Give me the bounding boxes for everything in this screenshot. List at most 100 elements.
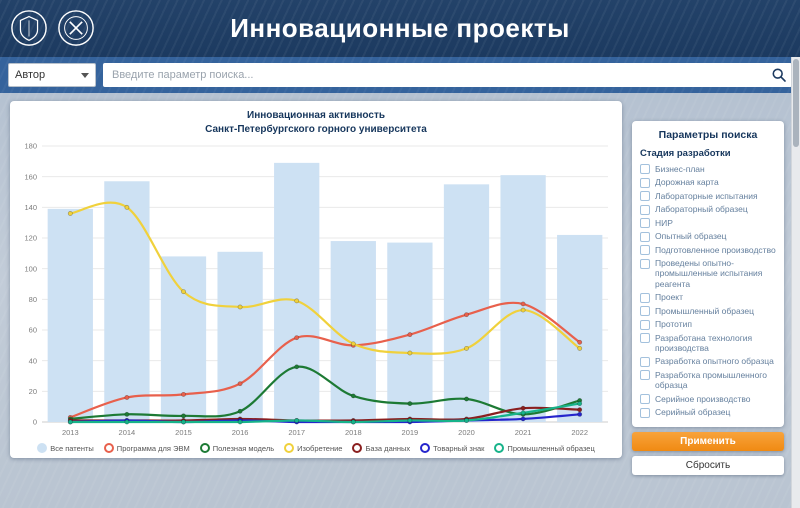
svg-text:180: 180 [24,142,37,151]
vertical-scrollbar[interactable] [791,57,800,508]
svg-text:120: 120 [24,234,37,243]
legend-label: Изобретение [297,443,343,453]
sidebar: Параметры поиска Стадия разработки Бизне… [632,121,784,476]
checkbox-label: Серийное производство [655,393,751,404]
apply-button[interactable]: Применить [632,432,784,452]
chevron-down-icon [81,72,89,78]
svg-text:80: 80 [29,295,37,304]
checkbox[interactable] [640,370,650,381]
checkbox[interactable] [640,292,650,303]
checkbox[interactable] [640,204,650,215]
stage-checkbox-item[interactable]: Бизнес-план [640,162,776,176]
checkbox[interactable] [640,231,650,242]
checkbox-label: Прототип [655,319,692,330]
checkbox-label: Лабораторный образец [655,204,748,214]
stage-checkbox-item[interactable]: Проведены опытно-промышленные испытания … [640,257,776,291]
legend-marker-icon [494,443,505,453]
legend-label: Полезная модель [212,443,275,453]
stage-checkbox-item[interactable]: Серийный образец [640,406,776,420]
svg-text:160: 160 [24,172,37,181]
checkbox[interactable] [640,177,650,188]
panel-title: Параметры поиска [658,129,758,141]
svg-text:2019: 2019 [402,428,419,437]
legend-item[interactable]: Полезная модель [199,443,275,453]
svg-text:40: 40 [29,356,37,365]
checkbox[interactable] [640,407,650,418]
svg-text:2013: 2013 [62,428,79,437]
author-select-value: Автор [15,69,46,81]
checkbox[interactable] [640,333,650,344]
svg-text:2021: 2021 [515,428,532,437]
logo-group [10,9,95,47]
svg-text:140: 140 [24,203,37,212]
group-title: Стадия разработки [640,148,731,159]
legend-marker-icon [284,443,295,453]
crossed-hammers-icon[interactable] [57,9,95,47]
checkbox-label: Разработана технология производства [655,332,753,353]
author-select[interactable]: Автор [8,63,96,87]
stage-checkbox-item[interactable]: Серийное производство [640,392,776,406]
chart-card: Инновационная активность Санкт-Петербург… [10,101,622,458]
checkbox-label: Промышленный образец [655,305,754,316]
stage-checkbox-item[interactable]: Лабораторный образец [640,203,776,217]
stage-checkbox-item[interactable]: НИР [640,216,776,230]
stage-checkbox-item[interactable]: Дорожная карта [640,176,776,190]
legend-label: Товарный знак [433,443,485,453]
checkbox-label: Разработка опытного образца [655,356,774,367]
stage-checkbox-item[interactable]: Опытный образец [640,230,776,244]
legend-marker-icon [103,443,114,453]
search-icon[interactable] [771,67,787,83]
checkbox-label: Проект [655,292,683,303]
checkbox-label: Бизнес-план [655,163,705,174]
legend-item[interactable]: Программа для ЭВМ [103,443,190,453]
chart-title-line2: Санкт-Петербургского горного университет… [205,124,427,135]
checkbox[interactable] [640,164,650,174]
chart-legend: Все патенты Программа для ЭВМ Полезная мод… [16,443,616,453]
legend-item[interactable]: Все патенты [37,443,94,453]
checkbox[interactable] [640,218,650,228]
legend-label: Программа для ЭВМ [116,443,190,453]
reset-button[interactable]: Сбросить [632,456,784,476]
checkbox-label: Подготовленное производство [655,244,776,255]
stage-checkbox-item[interactable]: Подготовленное производство [640,243,776,257]
checkbox[interactable] [640,191,650,201]
stage-checkbox-item[interactable]: Разработка промышленного образца [640,368,776,392]
legend-item[interactable]: Изобретение [284,443,342,453]
legend-marker-icon [37,443,48,453]
chart-title: Инновационная активность Санкт-Петербург… [16,109,616,137]
stage-checkbox-item[interactable]: Прототип [640,318,776,332]
checkbox[interactable] [640,245,650,255]
university-shield-icon[interactable] [10,9,48,47]
legend-marker-icon [199,443,210,453]
stage-checkbox-item[interactable]: Промышленный образец [640,304,776,318]
checkbox[interactable] [640,306,650,317]
legend-marker-icon [420,443,431,453]
svg-text:2016: 2016 [232,428,249,437]
svg-text:2017: 2017 [288,428,305,437]
legend-item[interactable]: Промышленный образец [494,443,595,453]
legend-item[interactable]: База данных [352,443,410,453]
search-input[interactable] [103,63,792,87]
legend-label: База данных [365,443,411,453]
legend-item[interactable]: Товарный знак [420,443,484,453]
stage-checkbox-item[interactable]: Разработка опытного образца [640,355,776,369]
legend-label: Все патенты [50,443,94,453]
stage-checkbox-item[interactable]: Лабораторные испытания [640,189,776,203]
stage-checkbox-item[interactable]: Проект [640,291,776,305]
chart-title-line1: Инновационная активность [247,110,385,121]
main-content: Инновационная активность Санкт-Петербург… [0,93,800,476]
checkbox-label: Проведены опытно-промышленные испытания … [655,258,763,289]
checkbox[interactable] [640,356,650,367]
checkbox[interactable] [640,319,650,330]
search-input-wrap [103,63,792,87]
chart-svg: 0 20 40 60 80 100 120 140 160 180 2013 2014 2015 2016… [24,142,608,437]
checkbox[interactable] [640,394,650,405]
stage-checkbox-item[interactable]: Разработана технология производства [640,331,776,355]
checkbox[interactable] [640,258,650,269]
checkbox-label: Лабораторные испытания [655,190,758,201]
stage-checkbox-list: Бизнес-план Дорожная карта Лабораторные ис… [640,162,776,419]
app-header: Инновационные проекты [0,0,800,57]
scrollbar-thumb[interactable] [793,59,799,147]
checkbox-label: Разработка промышленного образца [655,369,767,391]
svg-text:2014: 2014 [119,428,136,437]
